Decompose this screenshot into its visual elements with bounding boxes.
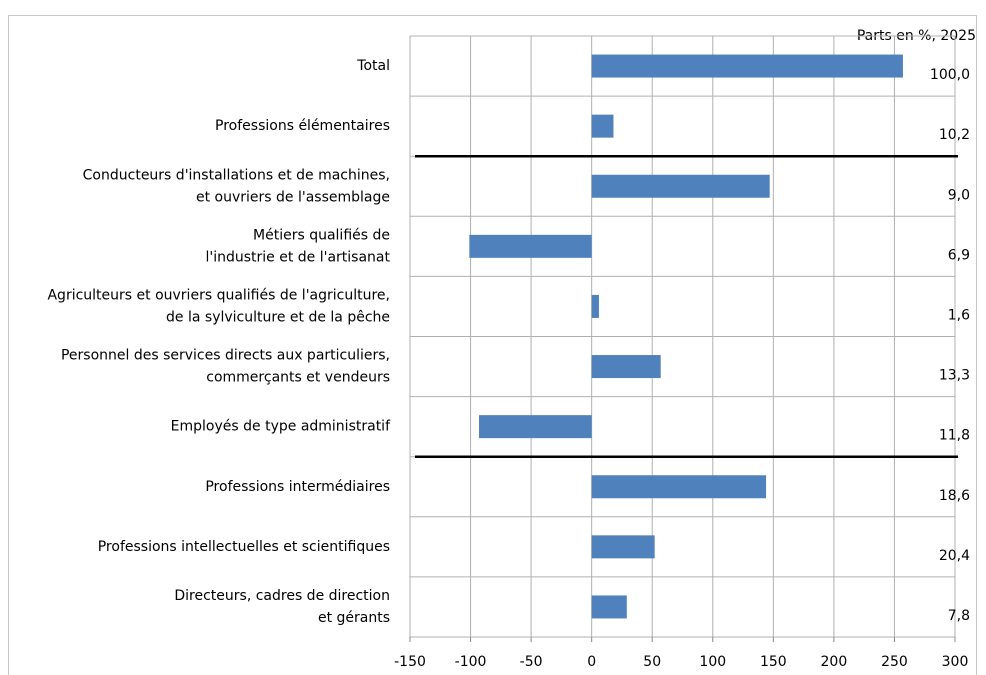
bar bbox=[591, 355, 661, 379]
label-line: Total bbox=[356, 58, 390, 74]
bar bbox=[591, 294, 599, 318]
y-tick-label: Métiers qualifiés de l'industrie et de l'… bbox=[205, 227, 390, 265]
x-tick-label: 100 bbox=[699, 654, 726, 670]
label-line: Directeurs, cadres de direction bbox=[174, 588, 390, 604]
y-tick-label: Directeurs, cadres de direction et gérant… bbox=[174, 588, 390, 626]
share-label: 1,6 bbox=[948, 307, 970, 323]
bar bbox=[479, 415, 592, 439]
chart-frame bbox=[8, 15, 977, 675]
x-tick-label: 150 bbox=[760, 654, 787, 670]
label-line: Professions élémentaires bbox=[215, 118, 390, 134]
share-label: 6,9 bbox=[948, 247, 970, 263]
label-line: Personnel des services directs aux parti… bbox=[61, 348, 390, 364]
share-label: 13,3 bbox=[939, 368, 970, 384]
share-label: 9,0 bbox=[948, 187, 970, 203]
share-label: 10,2 bbox=[939, 127, 970, 143]
bar bbox=[591, 174, 770, 198]
bar bbox=[591, 114, 614, 138]
x-tick-label: 0 bbox=[587, 654, 596, 670]
y-tick-label: Total bbox=[356, 58, 390, 74]
share-label: 7,8 bbox=[948, 608, 970, 624]
label-line: Métiers qualifiés de bbox=[253, 227, 390, 243]
share-label: 20,4 bbox=[939, 548, 970, 564]
x-tick-label: -50 bbox=[520, 654, 543, 670]
label-line: Employés de type administratif bbox=[171, 419, 391, 435]
share-label: 18,6 bbox=[939, 488, 970, 504]
label-line: l'industrie et de l'artisanat bbox=[205, 249, 390, 265]
x-tick-label: -100 bbox=[455, 654, 487, 670]
x-tick-label: 200 bbox=[821, 654, 848, 670]
bar bbox=[469, 234, 592, 258]
y-tick-label: Personnel des services directs aux parti… bbox=[61, 348, 390, 386]
bar bbox=[591, 535, 655, 559]
y-tick-label: Professions intermédiaires bbox=[205, 479, 390, 495]
x-tick-label: -150 bbox=[394, 654, 426, 670]
bar bbox=[591, 595, 627, 619]
y-tick-label: Employés de type administratif bbox=[171, 419, 391, 435]
bar bbox=[591, 475, 767, 499]
label-line: Professions intellectuelles et scientifi… bbox=[98, 539, 390, 555]
x-tick-label: 300 bbox=[942, 654, 969, 670]
y-tick-label: Professions intellectuelles et scientifi… bbox=[98, 539, 390, 555]
label-line: commerçants et vendeurs bbox=[206, 370, 390, 386]
x-tick-label: 250 bbox=[881, 654, 908, 670]
y-tick-label: Agriculteurs et ouvriers qualifiés de l'… bbox=[47, 287, 390, 325]
share-label: 11,8 bbox=[939, 428, 970, 444]
label-line: Agriculteurs et ouvriers qualifiés de l'… bbox=[47, 287, 390, 303]
bar bbox=[591, 54, 903, 78]
label-line: Conducteurs d'installations et de machin… bbox=[83, 167, 390, 183]
y-tick-label: Professions élémentaires bbox=[215, 118, 390, 134]
label-line: et gérants bbox=[318, 610, 390, 626]
y-tick-label: Conducteurs d'installations et de machin… bbox=[83, 167, 390, 205]
label-line: Professions intermédiaires bbox=[205, 479, 390, 495]
share-label: 100,0 bbox=[930, 67, 970, 83]
label-line: de la sylviculture et de la pêche bbox=[166, 309, 390, 325]
label-line: et ouvriers de l'assemblage bbox=[196, 189, 390, 205]
x-tick-label: 50 bbox=[643, 654, 661, 670]
